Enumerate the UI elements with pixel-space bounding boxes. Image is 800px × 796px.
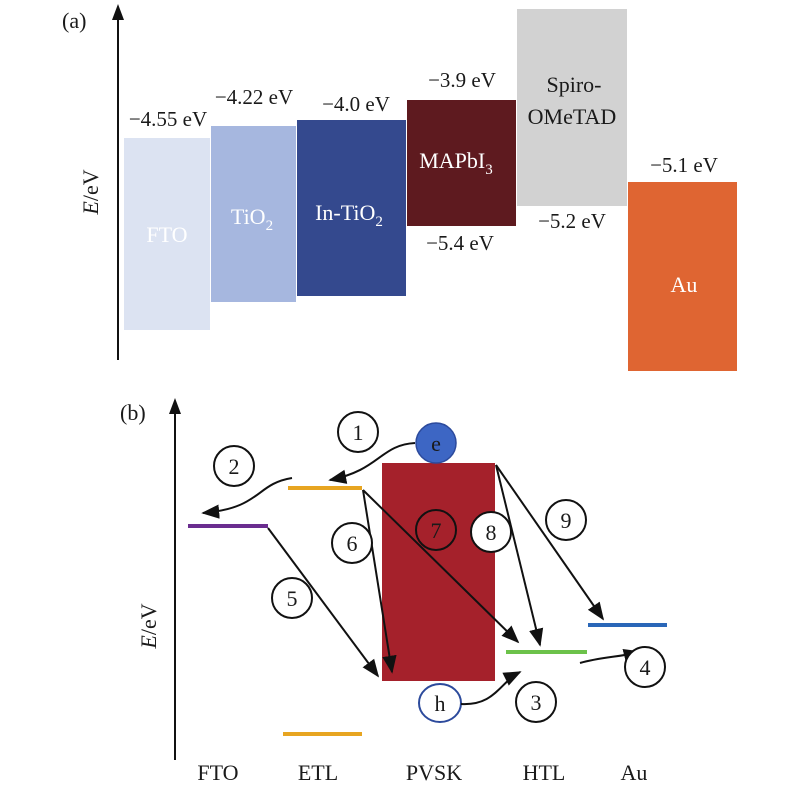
bar-spiro-ometad — [517, 9, 627, 206]
svg-text:8: 8 — [486, 520, 497, 545]
electron-circle — [415, 422, 457, 464]
step-8: 8 — [470, 511, 512, 553]
svg-text:7: 7 — [431, 518, 442, 543]
y-axis-label-a: E/eV — [78, 169, 103, 215]
arrow-9 — [495, 464, 605, 621]
panel-b: (b) E/eV e h 1 2 — [120, 398, 667, 785]
svg-text:4: 4 — [640, 655, 651, 680]
step-9: 9 — [545, 499, 587, 541]
bar-label-spiro-line1: Spiro- — [547, 72, 602, 97]
level-spiro-bottom: −5.2 eV — [538, 209, 606, 233]
step-4: 4 — [624, 646, 666, 688]
bar-tio2 — [211, 126, 296, 302]
svg-text:6: 6 — [347, 531, 358, 556]
x-label-pvsk: PVSK — [406, 760, 462, 785]
level-au-top: −5.1 eV — [650, 153, 718, 177]
svg-text:5: 5 — [287, 586, 298, 611]
step-3: 3 — [515, 681, 557, 723]
bar-label-spiro-line2: OMeTAD — [528, 104, 617, 129]
panel-b-label: (b) — [120, 400, 146, 425]
bar-fto — [124, 138, 210, 330]
x-label-fto: FTO — [197, 760, 238, 785]
y-axis-arrow-b — [169, 398, 181, 414]
arrow-5 — [267, 527, 380, 678]
electron-label: e — [431, 431, 441, 456]
bar-au — [628, 182, 737, 371]
y-axis-label-b: E/eV — [136, 603, 161, 649]
level-tio2-top: −4.22 eV — [215, 85, 293, 109]
arrow-1 — [328, 442, 416, 484]
step-1: 1 — [337, 411, 379, 453]
x-label-htl: HTL — [523, 760, 566, 785]
pvsk-block — [382, 463, 495, 681]
hole-label: h — [435, 691, 446, 716]
arrow-8 — [495, 464, 544, 647]
step-6: 6 — [331, 522, 373, 564]
arrow-2 — [201, 477, 293, 519]
bar-label-au: Au — [671, 272, 698, 297]
bar-label-in-tio2: In-TiO2 — [315, 200, 383, 230]
level-mapbi3-bottom: −5.4 eV — [426, 231, 494, 255]
arrow-3 — [460, 671, 522, 706]
svg-text:3: 3 — [531, 690, 542, 715]
arrow-7 — [362, 489, 520, 644]
svg-text:2: 2 — [229, 454, 240, 479]
step-5: 5 — [271, 577, 313, 619]
bar-label-tio2: TiO2 — [231, 204, 273, 234]
bar-mapbi3 — [407, 100, 516, 226]
hole-circle — [418, 683, 462, 723]
arrow-6 — [362, 489, 397, 674]
y-axis-arrow-a — [112, 4, 124, 20]
step-7: 7 — [415, 509, 457, 551]
bar-in-tio2 — [297, 120, 406, 296]
bar-label-mapbi3: MAPbI3 — [419, 148, 493, 178]
x-label-etl: ETL — [298, 760, 338, 785]
svg-text:9: 9 — [561, 508, 572, 533]
panel-a: (a) E/eV FTO TiO2 In-TiO2 MAPbI3 Spiro- … — [62, 4, 737, 371]
panel-a-label: (a) — [62, 8, 86, 33]
step-2: 2 — [213, 445, 255, 487]
svg-text:1: 1 — [353, 420, 364, 445]
x-label-au: Au — [621, 760, 648, 785]
level-in-tio2-top: −4.0 eV — [322, 92, 390, 116]
bar-label-fto: FTO — [146, 222, 187, 247]
level-mapbi3-top: −3.9 eV — [428, 68, 496, 92]
level-fto-top: −4.55 eV — [129, 107, 207, 131]
